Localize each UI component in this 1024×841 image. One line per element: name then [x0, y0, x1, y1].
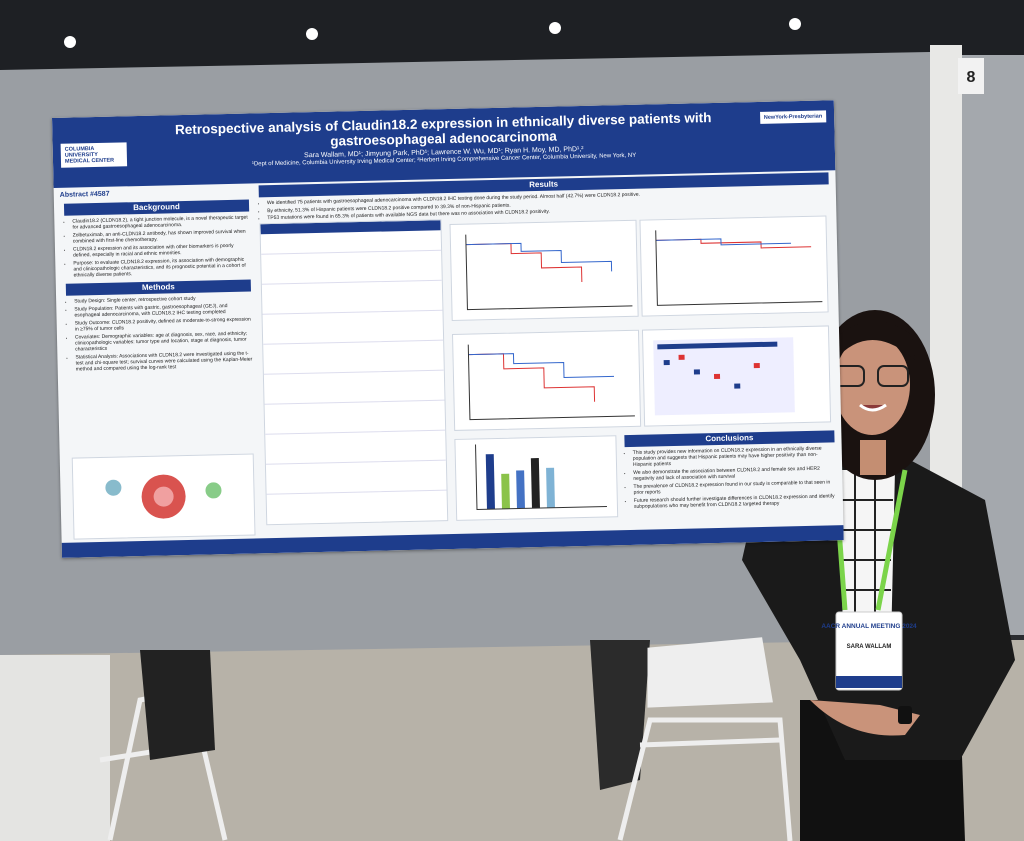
section-heading: Conclusions [624, 430, 835, 448]
abstract-number: Abstract #4587 [59, 190, 110, 199]
table-art [260, 220, 447, 495]
figure-art [105, 474, 222, 519]
heatmap [641, 325, 832, 427]
panel-post [0, 655, 110, 841]
badge-name: SARA WALLAM [847, 644, 892, 650]
section: ConclusionsThis study provides new infor… [624, 430, 836, 512]
ceiling-light [306, 28, 318, 40]
section-item: Purpose: to evaluate CLDN18.2 expression… [73, 256, 250, 279]
heatmap-art [653, 337, 795, 416]
legs [140, 650, 215, 760]
section-heading: Background [63, 199, 250, 216]
section-item: Statistical Analysis: Associations with … [75, 350, 252, 373]
bar-art [475, 444, 607, 510]
booth-number: 8 [967, 69, 976, 86]
table [259, 219, 449, 526]
section-item: Covariates: Demographic variables: age a… [75, 330, 252, 353]
logo: COLUMBIA UNIVERSITY MEDICAL CENTER [60, 142, 128, 168]
section-heading: Methods [65, 279, 251, 296]
ceiling-light [64, 36, 76, 48]
plot-art [465, 234, 633, 311]
section-item: Future research should further investiga… [634, 493, 836, 510]
plot-art [655, 230, 823, 306]
section: BackgroundClaudin18.2 (CLDN18.2), a tigh… [63, 199, 251, 281]
plot-art [467, 344, 635, 421]
bar-figure [454, 435, 619, 521]
km-plot [639, 215, 829, 317]
poster: Retrospective analysis of Claudin18.2 ex… [52, 100, 844, 558]
section-list: Study Design: Single center, retrospecti… [66, 295, 253, 373]
chair-center [617, 637, 793, 841]
booth-sign [958, 58, 984, 94]
km-plot [449, 219, 639, 321]
section-list: This study provides new information on C… [625, 445, 836, 510]
section: MethodsStudy Design: Single center, retr… [65, 279, 253, 375]
ceiling-light [549, 22, 561, 34]
badge-event: AACR ANNUAL MEETING 2024 [821, 623, 917, 630]
figure [71, 453, 256, 540]
section-list: Claudin18.2 (CLDN18.2), a tight junction… [64, 215, 250, 280]
km-plot [452, 329, 642, 431]
ceiling-light [789, 18, 801, 30]
section-item: This study provides new information on C… [633, 445, 835, 469]
legs [590, 640, 650, 790]
logo: NewYork-Presbyterian [759, 110, 827, 124]
